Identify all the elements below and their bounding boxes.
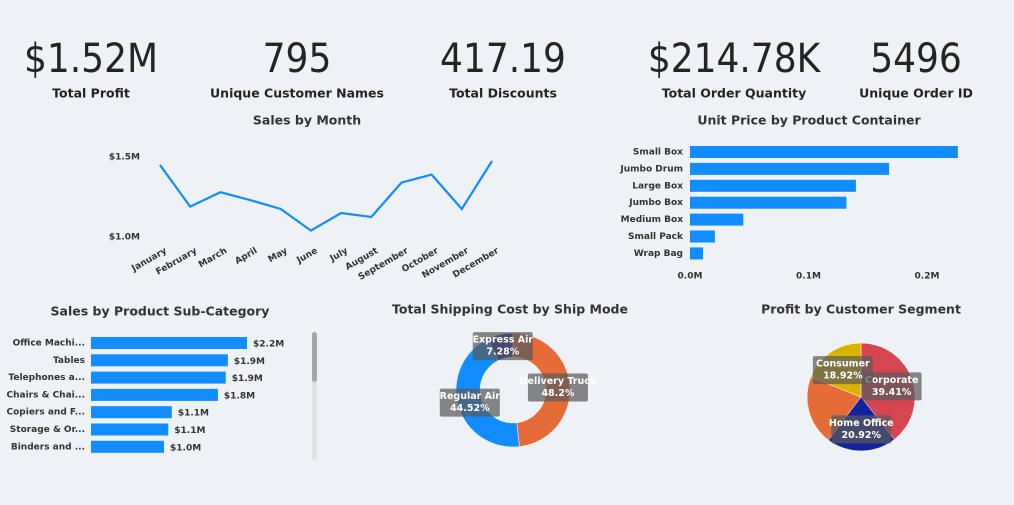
category-label: Office Machi... <box>13 339 85 349</box>
kpi-value: $1.52M <box>24 36 158 82</box>
bar <box>690 230 715 243</box>
category-label: Large Box <box>632 181 683 191</box>
slice-label: Home Office <box>829 418 894 429</box>
bar <box>690 179 856 192</box>
chart-title: Unit Price by Product Container <box>697 113 921 128</box>
chart-title: Sales by Month <box>253 113 361 128</box>
kpi-value: 795 <box>263 36 332 82</box>
label-box <box>861 372 922 401</box>
kpi-value: 417.19 <box>440 36 566 82</box>
kpi-label: Unique Order ID <box>859 86 973 101</box>
slice-label: Delivery Truck <box>520 376 597 387</box>
slice-value: 20.92% <box>841 430 881 441</box>
slice-label: Express Air <box>473 335 534 346</box>
kpi-label: Total Order Quantity <box>662 86 806 101</box>
chart-title: Profit by Customer Segment <box>761 302 961 317</box>
kpi-label: Unique Customer Names <box>210 86 384 101</box>
slice-label: Corporate <box>865 375 919 386</box>
label-box <box>812 356 873 385</box>
kpi-value: 5496 <box>870 36 962 82</box>
label-box <box>527 373 588 402</box>
slice-value: 39.41% <box>872 387 912 398</box>
data-label: $1.1M <box>178 409 209 419</box>
data-label: $1.9M <box>232 374 263 384</box>
sales-line <box>159 160 493 232</box>
slice-label: Regular Air <box>440 391 501 402</box>
bar <box>91 423 169 436</box>
category-label: Binders and ... <box>11 442 85 452</box>
bar <box>91 388 218 401</box>
data-label: $1.1M <box>174 426 205 436</box>
bar <box>91 406 172 419</box>
slice-value: 44.52% <box>450 403 490 414</box>
y-tick-label: $1.5M <box>109 153 140 163</box>
slice-value: 18.92% <box>823 371 863 382</box>
bar <box>690 196 847 209</box>
bar <box>690 162 890 175</box>
kpi-value: $214.78K <box>648 36 822 82</box>
category-label: Chairs & Chai... <box>6 390 85 400</box>
slice-label: Consumer <box>816 359 870 370</box>
chart-title: Total Shipping Cost by Ship Mode <box>392 302 628 317</box>
bar <box>690 146 958 158</box>
category-label: Jumbo Drum <box>619 164 683 174</box>
y-tick-label: $1.0M <box>109 233 140 243</box>
label-box <box>831 415 892 444</box>
x-tick-label: 0.2M <box>915 272 940 282</box>
category-label: Small Pack <box>628 232 684 242</box>
bar <box>91 354 228 367</box>
bar <box>91 371 226 384</box>
slice-value: 7.28% <box>486 347 519 358</box>
category-label: Copiers and F... <box>7 408 86 418</box>
category-label: Telephones a... <box>8 373 85 383</box>
bar <box>690 247 704 260</box>
kpi-label: Total Profit <box>52 86 130 101</box>
bar <box>690 213 744 226</box>
category-label: Tables <box>53 356 85 366</box>
category-label: Medium Box <box>621 215 684 225</box>
bar <box>91 337 247 349</box>
kpi-label: Total Discounts <box>449 86 557 101</box>
category-label: Small Box <box>633 148 683 158</box>
label-box <box>439 388 500 417</box>
slice <box>806 376 862 441</box>
label-box <box>472 332 533 361</box>
data-label: $2.2M <box>253 340 284 350</box>
slice-value: 48.2% <box>541 388 574 399</box>
slice <box>512 332 571 447</box>
data-label: $1.9M <box>234 357 265 367</box>
data-label: $1.8M <box>224 391 255 401</box>
x-tick-label: 0.0M <box>678 272 703 282</box>
bar <box>91 440 165 453</box>
x-tick-label: 0.1M <box>796 272 821 282</box>
chart-title: Sales by Product Sub-Category <box>51 304 270 319</box>
category-label: Jumbo Box <box>628 198 683 208</box>
category-label: Storage & Or... <box>10 425 85 435</box>
category-label: Wrap Bag <box>634 249 683 259</box>
data-label: $1.0M <box>170 443 201 453</box>
scroll-thumb[interactable] <box>312 332 317 382</box>
